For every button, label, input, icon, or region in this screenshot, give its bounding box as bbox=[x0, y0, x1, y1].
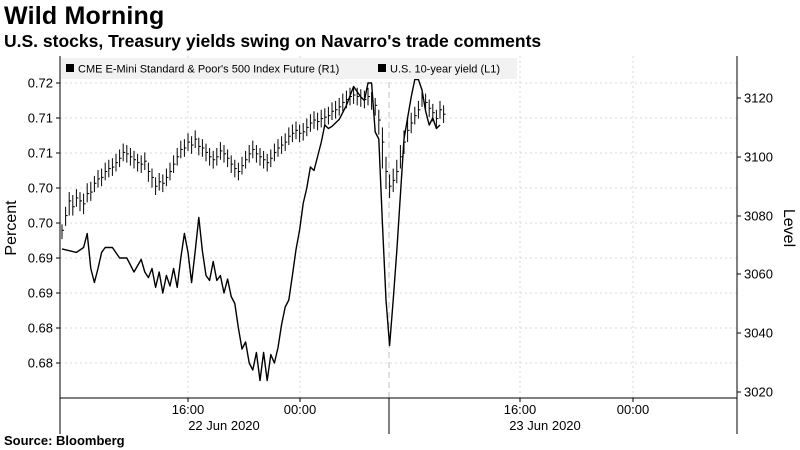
y-left-tick-label: 0.68 bbox=[28, 321, 53, 336]
y-right-tick-label: 3060 bbox=[744, 267, 773, 282]
y-axis-left-label: Percent bbox=[3, 200, 20, 256]
y-right-tick-label: 3020 bbox=[744, 385, 773, 400]
legend-label-yield: U.S. 10-year yield (L1) bbox=[390, 64, 500, 76]
y-left-tick-label: 0.71 bbox=[28, 146, 53, 161]
y-left-tick-label: 0.72 bbox=[28, 76, 53, 91]
y-left-tick-label: 0.68 bbox=[28, 356, 53, 371]
y-left-tick-label: 0.70 bbox=[28, 216, 53, 231]
axis-ticks: 0.72 0.71 0.71 0.70 0.70 0.69 0.69 0.68 0.68 3120… bbox=[28, 76, 773, 434]
legend: CME E-Mini Standard & Poor's 500 Index F… bbox=[61, 58, 517, 79]
legend-swatch-yield bbox=[378, 64, 386, 72]
legend-label-sp500: CME E-Mini Standard & Poor's 500 Index F… bbox=[78, 64, 339, 76]
x-day-label: 23 Jun 2020 bbox=[509, 418, 581, 433]
y-right-tick-label: 3040 bbox=[744, 326, 773, 341]
x-day-label: 22 Jun 2020 bbox=[188, 418, 260, 433]
y-left-tick-label: 0.69 bbox=[28, 251, 53, 266]
chart-subtitle: U.S. stocks, Treasury yields swing on Na… bbox=[4, 31, 542, 51]
y-axis-right-label: Level bbox=[780, 209, 797, 247]
series-sp500-bars bbox=[61, 86, 446, 240]
x-tick-label: 00:00 bbox=[617, 402, 650, 417]
source-note: Source: Bloomberg bbox=[4, 433, 125, 448]
chart-title: Wild Morning bbox=[4, 2, 165, 30]
x-tick-label: 00:00 bbox=[284, 402, 317, 417]
y-right-tick-label: 3100 bbox=[744, 150, 773, 165]
legend-background bbox=[61, 58, 517, 79]
legend-swatch-sp500 bbox=[66, 64, 74, 72]
x-tick-label: 16:00 bbox=[504, 402, 537, 417]
x-tick-label: 16:00 bbox=[172, 402, 205, 417]
y-left-tick-label: 0.71 bbox=[28, 111, 53, 126]
series-10y-yield-line bbox=[61, 78, 441, 382]
y-left-tick-label: 0.70 bbox=[28, 181, 53, 196]
yield-line bbox=[61, 78, 441, 382]
y-left-tick-label: 0.69 bbox=[28, 286, 53, 301]
y-right-tick-label: 3120 bbox=[744, 91, 773, 106]
y-right-tick-label: 3080 bbox=[744, 209, 773, 224]
